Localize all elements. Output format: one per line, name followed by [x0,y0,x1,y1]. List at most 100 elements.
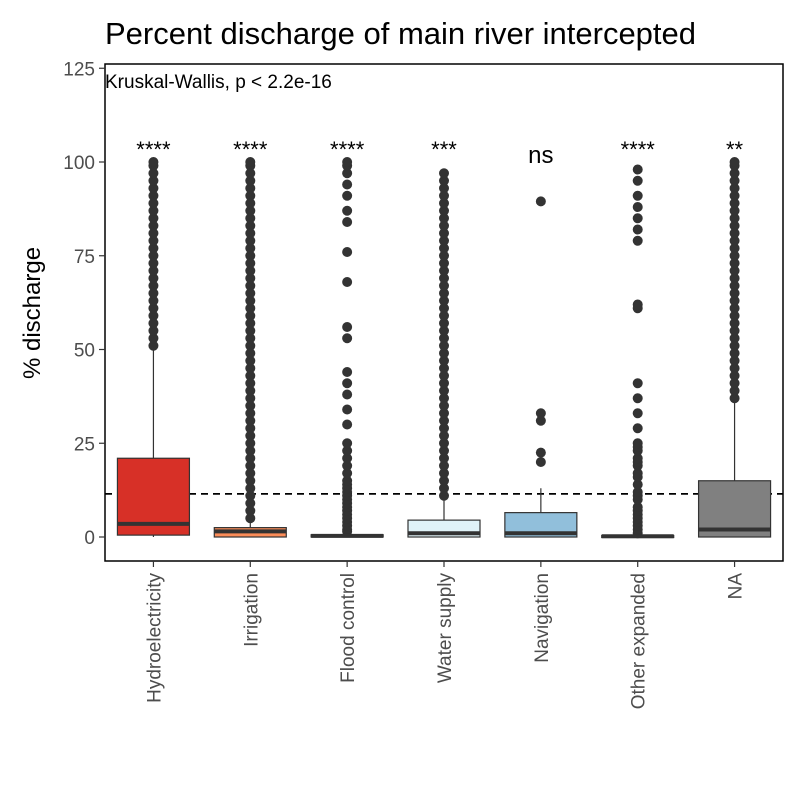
outlier-point [729,250,740,261]
outlier-point [148,228,159,239]
outlier-point [148,250,159,261]
outlier-point [729,183,740,194]
outlier-point [729,220,740,231]
outlier-point [535,408,546,419]
x-tick-label: Navigation [532,573,553,663]
outlier-point [729,228,740,239]
box-group-flood-control: Flood control **** [310,137,384,683]
outlier-point [632,235,643,246]
outlier-point [729,355,740,366]
outlier-point [439,243,449,254]
outlier-point [245,363,256,374]
outlier-point [245,183,256,194]
outlier-point [245,490,256,501]
outlier-point [632,213,643,224]
outlier-point [729,205,740,216]
outlier-point [245,453,256,464]
outlier-point [148,288,159,299]
significance-label: **** [330,137,365,162]
outlier-point [439,235,449,246]
outlier-point [245,460,256,471]
outlier-point [439,265,449,276]
outlier-point [632,378,643,389]
outlier-point [729,273,740,284]
outlier-point [245,348,256,359]
outlier-point [148,303,159,314]
outlier-point [439,198,449,209]
outlier-point [439,333,449,344]
outlier-point [342,333,353,344]
outlier-point [245,438,256,449]
outlier-point [245,250,256,261]
outlier-point [245,483,256,494]
outlier-point [245,318,256,329]
outlier-point [439,385,449,396]
outlier-point [632,438,643,449]
outlier-point [245,370,256,381]
x-tick-label: Other expanded [629,573,650,709]
outlier-point [439,318,449,329]
outlier-point [148,265,159,276]
outlier-point [342,190,353,201]
outlier-point [439,168,449,179]
outlier-point [632,202,643,212]
outlier-point [729,393,740,404]
x-tick-label: Hydroelectricity [144,573,165,703]
outlier-point [439,355,449,366]
y-tick-label: 0 [84,528,95,549]
outlier-point [148,325,159,336]
y-tick-label: 25 [74,434,95,455]
outlier-point [439,340,449,351]
outlier-point [439,468,449,479]
outlier-point [439,490,449,501]
outlier-point [439,190,449,201]
outlier-point [729,213,740,224]
outlier-point [439,378,449,389]
outlier-point [342,247,353,257]
outlier-point [632,393,643,404]
outlier-point [729,340,740,351]
outlier-point [245,213,256,224]
outlier-point [632,479,643,490]
outlier-point [439,288,449,299]
outlier-point [439,430,449,441]
outlier-point [245,498,256,509]
outlier-point [342,460,353,471]
outlier-point [245,505,256,516]
outlier-point [439,423,449,434]
outlier-point [245,243,256,254]
significance-label: **** [233,137,268,162]
outlier-point [245,175,256,186]
outlier-point [342,419,353,430]
outlier-point [342,453,353,464]
outlier-point [342,322,353,332]
outlier-point [729,258,740,269]
outlier-point [632,164,643,175]
outlier-point [729,348,740,359]
outlier-point [729,363,740,374]
outlier-point [632,502,643,512]
outlier-point [245,280,256,291]
outlier-point [148,310,159,321]
outlier-point [245,310,256,321]
outlier-point [245,333,256,344]
outlier-point [148,235,159,246]
outlier-point [148,190,159,201]
plot-area: 0 25 50 75 100 125 Kruskal-Wallis, p < 2.2e-16… [63,59,784,709]
outlier-point [148,168,159,179]
outlier-point [245,220,256,231]
significance-label: *** [431,137,457,162]
outlier-point [439,453,449,464]
outlier-point [148,280,159,291]
outlier-point [632,299,643,310]
outlier-point [148,198,159,209]
outlier-point [342,468,353,479]
outlier-point [632,487,643,497]
outlier-point [342,404,353,415]
outlier-point [439,438,449,449]
outlier-point [245,378,256,389]
outlier-point [729,168,740,179]
outlier-point [148,295,159,306]
outlier-point [439,363,449,374]
y-tick-label: 50 [74,341,95,362]
